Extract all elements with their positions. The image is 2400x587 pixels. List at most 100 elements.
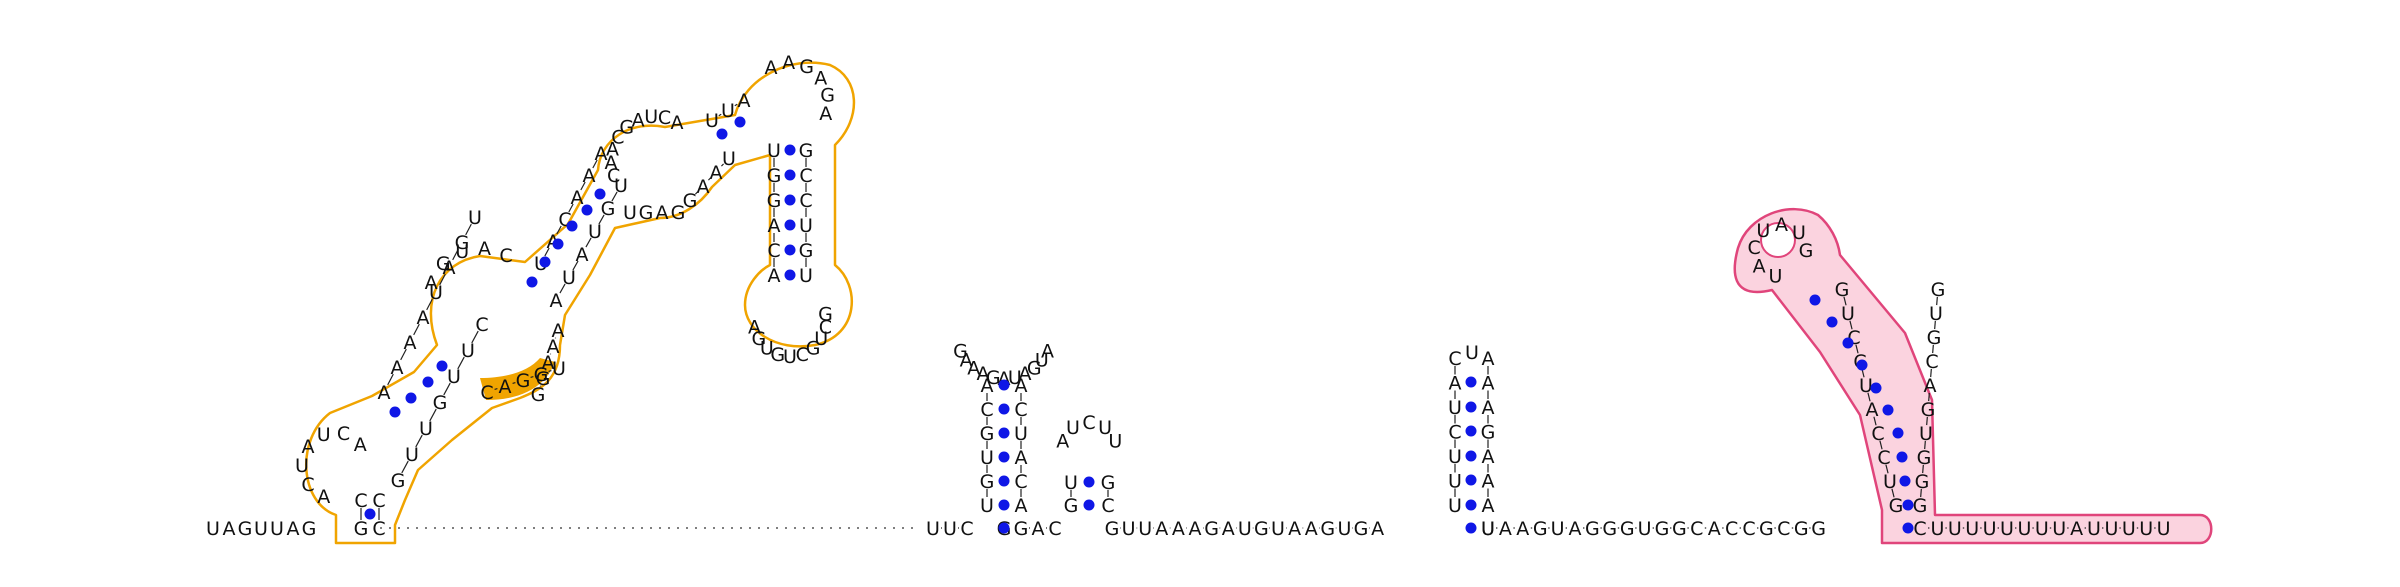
backbone-bond	[426, 298, 433, 311]
orange-strand-nucleotide: A	[443, 257, 456, 279]
linker-3-nucleotide: G	[1672, 518, 1687, 540]
base-pair-dot	[716, 128, 728, 140]
orange-loop-nucleotide: G	[436, 253, 451, 275]
orange-strand-nucleotide: A	[550, 290, 563, 312]
hairpin-2-nucleotide: A	[1056, 430, 1069, 452]
base-pair-dot	[998, 379, 1010, 391]
hairpin-1-nucleotide: U	[1014, 423, 1028, 445]
linker-2-nucleotide: G	[1204, 518, 1219, 540]
orange-loop-nucleotide: C	[607, 165, 620, 187]
linker-3-nucleotide: G	[1655, 518, 1670, 540]
base-pair-layer	[364, 116, 1914, 534]
terminator-loop-nucleotide: A	[1775, 214, 1788, 236]
prefix-nucleotide: U	[206, 518, 220, 540]
tail-nucleotide: U	[1948, 518, 1962, 540]
prefix-nucleotide: G	[302, 518, 317, 540]
orange-loop-nucleotide: A	[317, 486, 330, 508]
linker-2-nucleotide: G	[1320, 518, 1335, 540]
orange-loop-nucleotide: G	[683, 190, 698, 212]
linker-2-nucleotide: A	[1172, 518, 1185, 540]
orange-loop-nucleotide: A	[606, 139, 619, 161]
orange-loop-nucleotide: C	[499, 245, 512, 267]
hairpin-1-nucleotide: G	[953, 340, 968, 362]
orange-loop-nucleotide: C	[796, 344, 809, 366]
base-pair-dot	[526, 276, 538, 288]
backbone-bond	[1928, 392, 1930, 402]
base-pair-dot	[1856, 359, 1868, 371]
backbone-bond	[443, 382, 451, 396]
hairpin-2-nucleotide: U	[1066, 417, 1080, 439]
orange-stem-nucleotide: C	[372, 518, 385, 540]
orange-loop-nucleotide: U	[783, 346, 797, 368]
base-pair-dot	[436, 360, 448, 372]
orange-strand-nucleotide: A	[391, 357, 404, 379]
backbone-bond	[413, 323, 420, 336]
hairpin-1-nucleotide: U	[980, 495, 994, 517]
orange-strand-nucleotide: U	[468, 207, 482, 229]
prefix-nucleotide: A	[223, 518, 236, 540]
terminator-nucleotide: G	[1927, 327, 1942, 349]
orange-loop-nucleotide: C	[819, 316, 832, 338]
hairpin-1-nucleotide: G	[986, 367, 1001, 389]
tail-nucleotide: U	[2087, 518, 2101, 540]
orange-loop-nucleotide: G	[818, 304, 833, 326]
backbone-bond	[592, 159, 598, 169]
base-pair-dot	[784, 219, 796, 231]
base-pair-dot	[1465, 450, 1477, 462]
orange-loop-nucleotide: A	[425, 272, 438, 294]
base-pair-dot	[1465, 401, 1477, 413]
orange-loop-nucleotide: G	[534, 364, 549, 386]
orange-strand-nucleotide: U	[429, 282, 443, 304]
orange-strand-nucleotide: G	[391, 470, 406, 492]
base-pair-dot	[998, 427, 1010, 439]
tail-nucleotide: U	[1983, 518, 1997, 540]
hairpin-1-nucleotide: A	[1015, 375, 1028, 397]
linker-2-nucleotide: U	[1238, 518, 1252, 540]
tail-nucleotide: U	[2035, 518, 2049, 540]
backbone-bond	[556, 225, 562, 235]
hairpin-1-nucleotide: A	[967, 357, 980, 379]
orange-loop-nucleotide: A	[671, 112, 684, 134]
terminator-nucleotide: C	[1925, 351, 1938, 373]
terminator-nucleotide: G	[1913, 495, 1928, 517]
tail-nucleotide: U	[2139, 518, 2153, 540]
orange-stem-nucleotide: C	[799, 165, 812, 187]
tail-nucleotide: U	[1965, 518, 1979, 540]
orange-loop-nucleotide: A	[605, 152, 618, 174]
orange-loop-nucleotide: U	[317, 424, 331, 446]
terminator-nucleotide: G	[1917, 447, 1932, 469]
base-pair-dot	[1083, 499, 1095, 511]
orange-loop-nucleotide: A	[301, 436, 314, 458]
pink-loop-cutout	[1760, 222, 1796, 258]
orange-strand-nucleotide: G	[433, 392, 448, 414]
orange-strand-nucleotide: U	[405, 444, 419, 466]
base-pair-dot	[784, 194, 796, 206]
orange-loop-nucleotide: C	[611, 126, 624, 148]
hairpin-1-nucleotide: A	[981, 375, 994, 397]
backbone-bond	[1867, 392, 1871, 402]
backbone-bond	[1891, 488, 1895, 498]
orange-domain-outline	[304, 61, 856, 545]
linker-3-nucleotide: C	[1777, 518, 1790, 540]
base-pair-dot	[1902, 499, 1914, 511]
tail-nucleotide: U	[2052, 518, 2066, 540]
orange-strand-nucleotide: A	[571, 187, 584, 209]
backbone-bond	[1926, 416, 1928, 426]
orange-strand-nucleotide: U	[614, 175, 628, 197]
backbone-bond	[400, 348, 407, 361]
hairpin-3-nucleotide: U	[1481, 518, 1495, 540]
backbone-bond	[494, 387, 498, 391]
terminator-nucleotide: A	[1924, 375, 1937, 397]
terminator-nucleotide: U	[1929, 303, 1943, 325]
orange-loop-nucleotide: A	[656, 202, 669, 224]
hairpin-1-nucleotide: A	[1019, 363, 1032, 385]
linker-nucleotide: U	[943, 518, 957, 540]
orange-loop-nucleotide: A	[547, 336, 560, 358]
terminator-nucleotide: C	[1871, 423, 1884, 445]
pink-terminator	[1733, 207, 2213, 545]
backbone-bond	[1922, 464, 1924, 474]
prefix-nucleotide: A	[287, 518, 300, 540]
orange-loop-nucleotide: C	[480, 382, 493, 404]
base-pair-dot	[566, 220, 578, 232]
orange-strand-nucleotide: A	[583, 165, 596, 187]
